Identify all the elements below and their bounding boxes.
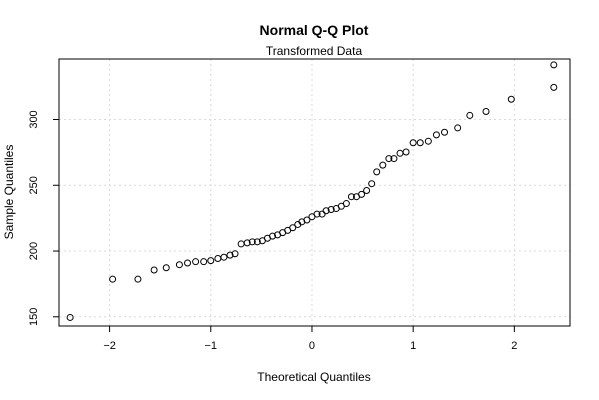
- data-point: [390, 155, 398, 163]
- x-axis-label: Theoretical Quantiles: [257, 370, 370, 384]
- data-point: [66, 313, 74, 321]
- data-point: [409, 139, 417, 147]
- data-point: [175, 261, 183, 269]
- x-tick-label: −2: [103, 340, 116, 352]
- y-axis-label: Sample Quantiles: [2, 145, 16, 240]
- data-point: [441, 128, 449, 136]
- data-point: [432, 131, 440, 139]
- data-point: [342, 200, 350, 208]
- data-points: [66, 61, 558, 321]
- data-point: [243, 239, 251, 247]
- x-tick-label: 2: [511, 340, 517, 352]
- y-axis: 150 200 250 300: [28, 110, 60, 326]
- chart-title: Normal Q-Q Plot: [260, 22, 369, 38]
- data-point: [269, 232, 277, 240]
- data-point: [550, 83, 558, 91]
- data-point: [184, 259, 192, 267]
- data-point: [313, 210, 321, 218]
- y-tick-label: 150: [28, 308, 40, 326]
- y-tick-label: 250: [28, 176, 40, 194]
- data-point: [482, 107, 490, 115]
- data-point: [385, 155, 393, 163]
- data-point: [454, 124, 462, 132]
- y-tick-label: 300: [28, 110, 40, 128]
- data-point: [289, 224, 297, 232]
- data-point: [379, 161, 387, 169]
- data-point: [347, 193, 355, 201]
- data-point: [207, 257, 215, 265]
- data-point: [416, 139, 424, 147]
- data-point: [226, 251, 234, 259]
- x-tick-label: 1: [410, 340, 416, 352]
- data-point: [248, 238, 256, 246]
- x-axis: −2 −1 0 1 2: [103, 325, 517, 352]
- y-tick-label: 200: [28, 242, 40, 260]
- data-point: [134, 275, 142, 283]
- data-point: [231, 250, 239, 258]
- data-point: [220, 253, 228, 261]
- data-point: [150, 266, 158, 274]
- x-tick-label: −1: [205, 340, 218, 352]
- data-point: [363, 187, 371, 195]
- data-point: [253, 238, 261, 246]
- data-point: [550, 61, 558, 69]
- data-point: [368, 180, 376, 188]
- x-tick-label: 0: [309, 340, 315, 352]
- data-point: [162, 264, 170, 272]
- data-point: [322, 207, 330, 215]
- data-point: [303, 216, 311, 224]
- data-point: [507, 95, 515, 103]
- grid: [59, 59, 570, 326]
- data-point: [358, 190, 366, 198]
- data-point: [424, 137, 432, 145]
- chart-subtitle: Transformed Data: [266, 44, 363, 58]
- data-point: [192, 258, 200, 266]
- data-point: [402, 148, 410, 156]
- data-point: [466, 111, 474, 119]
- data-point: [327, 205, 335, 213]
- data-point: [109, 275, 117, 283]
- data-point: [373, 168, 381, 176]
- data-point: [200, 258, 208, 266]
